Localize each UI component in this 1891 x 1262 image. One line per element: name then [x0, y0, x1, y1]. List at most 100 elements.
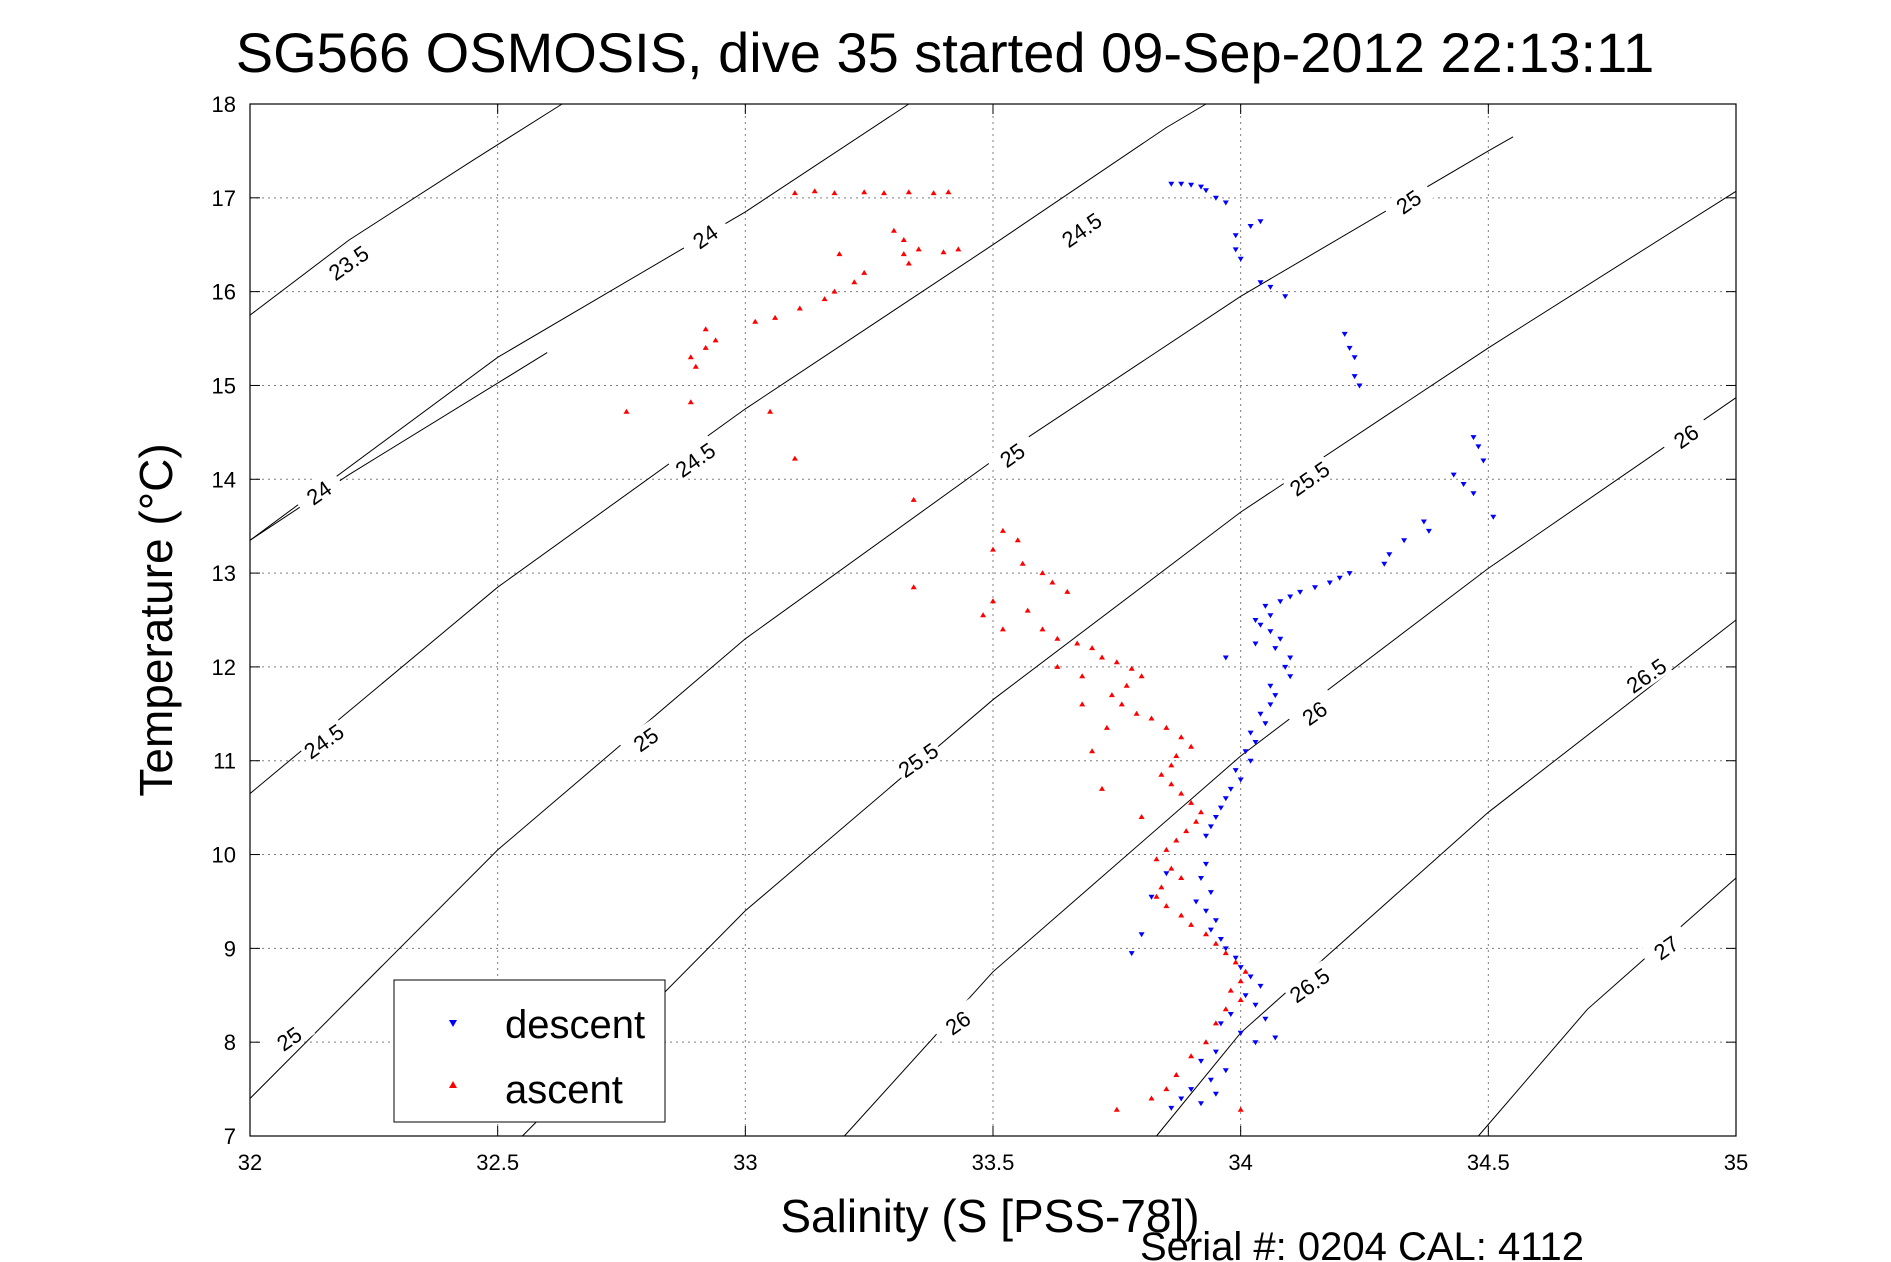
- descent-point: [1351, 374, 1358, 380]
- density-contour-26.5: [1156, 619, 1737, 1137]
- descent-point: [1198, 184, 1204, 190]
- descent-point: [1188, 1087, 1195, 1093]
- contour-label-bg: [678, 211, 732, 260]
- density-contour-26: [844, 397, 1737, 1137]
- ascent-point: [1153, 893, 1160, 899]
- descent-point: [1188, 182, 1195, 188]
- descent-point: [1198, 876, 1204, 881]
- descent-point: [1272, 693, 1279, 699]
- ascent-point: [831, 288, 838, 294]
- ascent-point: [980, 612, 987, 618]
- descent-point: [1237, 1030, 1244, 1036]
- ascent-point: [1222, 1006, 1229, 1012]
- ascent-point: [1039, 570, 1046, 576]
- ascent-point: [930, 190, 937, 196]
- descent-point: [1287, 674, 1294, 680]
- descent-point: [1425, 528, 1432, 534]
- density-contour-27: [1478, 877, 1737, 1137]
- ascent-point: [990, 598, 996, 604]
- ascent-point: [1222, 950, 1229, 956]
- ascent-point: [940, 249, 947, 255]
- ascent-point: [796, 305, 803, 311]
- density-contour-24.5: [249, 103, 1207, 794]
- descent-point: [1232, 768, 1239, 774]
- descent-point: [1222, 200, 1229, 206]
- descent-point: [1232, 247, 1239, 253]
- ascent-point: [1178, 790, 1185, 796]
- contour-label-bg: [891, 735, 945, 783]
- contour-label-bg: [321, 238, 375, 286]
- y-tick-label: 18: [212, 92, 236, 117]
- ascent-point: [702, 326, 709, 332]
- ascent-point: [1113, 659, 1120, 665]
- ascent-point: [1089, 645, 1096, 651]
- descent-point: [1257, 983, 1264, 989]
- ascent-point: [1203, 1039, 1209, 1045]
- descent-point: [1178, 1096, 1185, 1102]
- legend-descent-marker: [449, 1020, 457, 1027]
- ascent-point: [687, 354, 694, 360]
- descent-point: [1490, 514, 1497, 520]
- ascent-point: [1188, 921, 1195, 927]
- descent-point: [1341, 331, 1348, 337]
- descent-point: [1287, 594, 1294, 600]
- ascent-point: [1158, 771, 1165, 777]
- descent-point: [1148, 894, 1155, 900]
- ascent-point: [900, 237, 907, 242]
- contour-label-bg: [1658, 411, 1712, 460]
- descent-point: [1267, 629, 1274, 635]
- ascent-point: [1212, 940, 1219, 946]
- descent-point: [1257, 219, 1264, 225]
- ascent-point: [702, 344, 709, 350]
- ascent-series: [623, 188, 1249, 1112]
- ascent-point: [831, 190, 838, 196]
- legend-ascent-label: ascent: [505, 1068, 623, 1112]
- descent-point: [1198, 1058, 1204, 1064]
- ascent-point: [861, 269, 868, 275]
- ascent-point: [1054, 635, 1061, 641]
- density-contour-24: [249, 352, 548, 541]
- descent-point: [1168, 181, 1175, 187]
- ascent-point: [712, 337, 719, 343]
- ascent-point: [1158, 884, 1165, 890]
- descent-point: [1272, 646, 1279, 652]
- ascent-point: [1039, 626, 1046, 632]
- contour-label-bg: [291, 468, 345, 516]
- ascent-point: [1163, 1086, 1170, 1092]
- descent-point: [1212, 195, 1219, 201]
- ascent-point: [1227, 987, 1234, 993]
- descent-point: [1420, 519, 1427, 525]
- ascent-point: [821, 296, 828, 302]
- contour-label-bg: [1282, 960, 1336, 1008]
- y-tick-label: 15: [212, 373, 236, 398]
- contour-label-bg: [618, 714, 672, 763]
- ascent-point: [1118, 701, 1125, 707]
- y-tick-label: 10: [212, 843, 236, 868]
- y-tick-label: 8: [224, 1030, 236, 1055]
- contour-label-bg: [930, 998, 984, 1046]
- descent-point: [1262, 1016, 1269, 1022]
- x-tick-label: 33: [733, 1150, 757, 1175]
- y-axis-ticks: 7 8 9 10 11 12 13 14 15 16 17 18: [212, 92, 1736, 1149]
- descent-point: [1460, 482, 1467, 487]
- descent-point: [1207, 927, 1214, 933]
- descent-point: [1163, 871, 1170, 877]
- descent-point: [1203, 861, 1209, 867]
- contour-label-bg: [296, 716, 350, 764]
- legend-box: [393, 979, 666, 1123]
- descent-point: [1470, 491, 1477, 497]
- descent-point: [1247, 974, 1254, 980]
- descent-point: [1267, 284, 1274, 290]
- ascent-point: [1173, 753, 1180, 758]
- ascent-point: [1237, 978, 1244, 984]
- descent-point: [1227, 786, 1234, 792]
- contour-label-bg: [1638, 923, 1693, 971]
- ascent-point: [687, 399, 694, 405]
- ascent-point: [752, 318, 759, 324]
- descent-point: [1227, 1012, 1234, 1017]
- ascent-point: [1178, 912, 1185, 918]
- ascent-point: [1188, 743, 1195, 749]
- ascent-point: [910, 496, 917, 502]
- descent-point: [1475, 444, 1482, 450]
- descent-point: [1232, 955, 1239, 961]
